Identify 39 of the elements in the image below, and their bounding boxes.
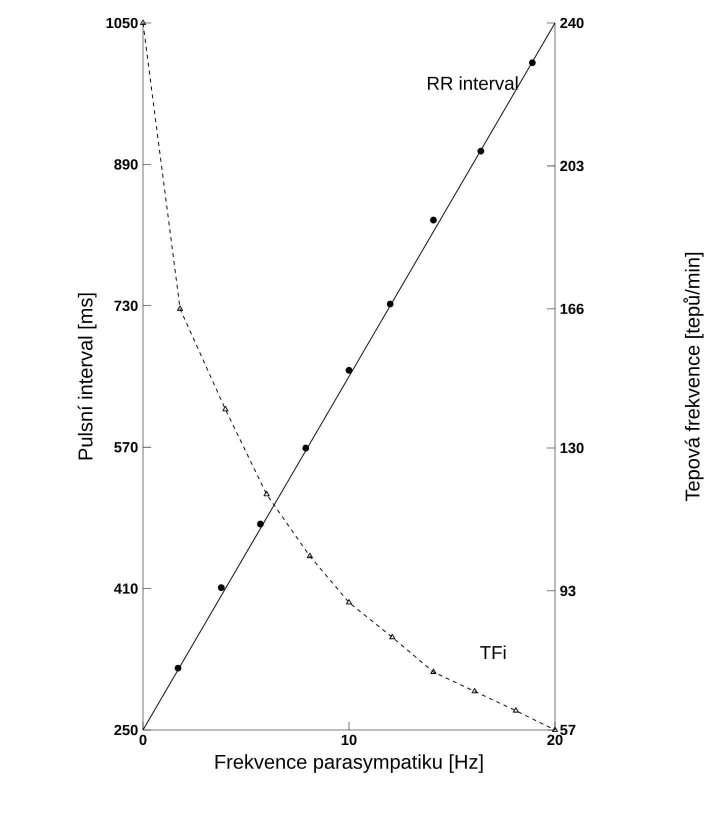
y-tick-label: 250: [114, 724, 138, 736]
point: [386, 300, 394, 308]
x-tick-label: 20: [547, 734, 563, 746]
point: [222, 406, 228, 412]
point: [528, 59, 536, 66]
point: [430, 216, 437, 224]
point: [430, 668, 436, 674]
y-tick-label: 1050: [106, 18, 138, 28]
point: [346, 366, 352, 374]
x-tick-label: 10: [342, 734, 357, 746]
x-axis-title: Frekvence parasympatiku [Hz]: [216, 754, 483, 773]
series-label: RR interval: [428, 76, 518, 90]
y2-tick-label: 93: [560, 586, 576, 596]
y-tick-label: 890: [114, 159, 138, 170]
y2-tick-label: 240: [560, 18, 584, 28]
point: [257, 520, 264, 528]
x-tick-label: 0: [140, 734, 146, 746]
point: [477, 148, 484, 155]
y-tick-label: 570: [114, 442, 138, 452]
series-label: TFi: [480, 645, 506, 659]
y2-axis-title: Tepová frekvence [tepů/min]: [683, 252, 704, 502]
point: [264, 490, 270, 496]
point: [218, 584, 225, 592]
point: [472, 688, 478, 694]
y-tick-label: 730: [114, 300, 138, 311]
point: [174, 664, 182, 672]
point: [512, 707, 519, 713]
point: [306, 552, 313, 558]
point: [389, 634, 396, 640]
y-tick-label: 410: [114, 583, 138, 594]
y2-tick-label: 57: [560, 724, 576, 736]
y2-tick-label: 166: [560, 304, 584, 314]
y-axis-title: Pulsní interval [ms]: [78, 293, 96, 460]
point: [177, 305, 184, 311]
y2-tick-label: 203: [560, 160, 584, 172]
point: [346, 599, 352, 604]
y2-tick-label: 130: [560, 442, 584, 454]
point: [302, 444, 310, 452]
point: [552, 726, 558, 732]
